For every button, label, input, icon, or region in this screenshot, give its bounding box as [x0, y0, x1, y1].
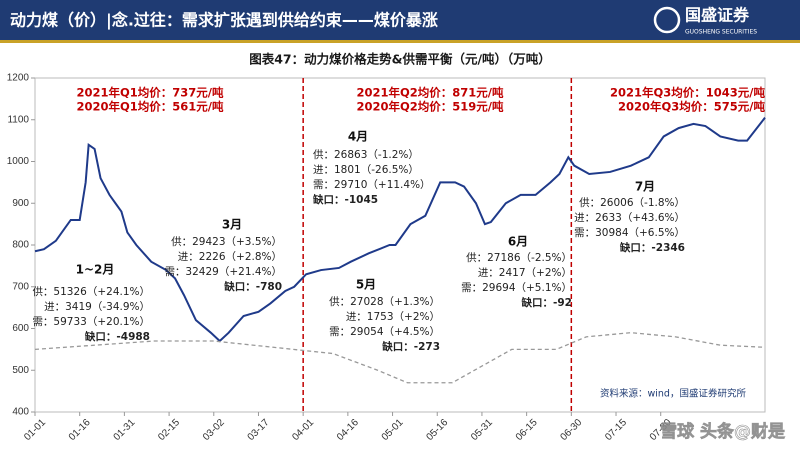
y-tick-label: 700	[12, 281, 29, 292]
month-line: 进：2633（+43.6%）	[574, 212, 685, 224]
month-line: 进：2226（+2.8%）	[178, 251, 282, 263]
month-title: 4月	[348, 130, 368, 144]
line-2020	[34, 332, 766, 384]
month-line: 进：1801（-26.5%）	[313, 164, 419, 176]
header-bar	[0, 0, 800, 40]
line-2021	[34, 117, 766, 343]
month-line: 进：3419（-34.9%）	[44, 301, 150, 313]
month-title: 6月	[508, 235, 528, 249]
month-line: 供：26863（-1.2%）	[313, 148, 419, 161]
month-title: 1~2月	[76, 263, 115, 277]
x-tick-label: 05-01	[380, 417, 406, 443]
x-tick-label: 02-15	[156, 417, 182, 443]
x-tick-label: 05-16	[424, 417, 450, 443]
gap-note: 缺口：-273	[381, 340, 440, 353]
month-line: 需：59733（+20.1%）	[32, 316, 150, 328]
x-tick-label: 06-15	[514, 417, 540, 443]
gap-note: 缺口：-4988	[84, 330, 150, 343]
month-line: 进：1753（+2%）	[346, 311, 440, 323]
month-line: 供：51326（+24.1%）	[32, 285, 150, 298]
month-line: 需：32429（+21.4%）	[164, 266, 282, 278]
y-tick-label: 600	[12, 323, 29, 334]
x-tick-label: 03-17	[246, 417, 272, 443]
month-line: 供：26006（-1.8%）	[579, 196, 685, 209]
quarter-note: 2020年Q3均价：575元/吨	[618, 100, 765, 114]
month-line: 需：29054（+4.5%）	[329, 326, 440, 338]
watermark: 雪球 头条@财是	[660, 421, 785, 442]
quarter-note: 2020年Q2均价：519元/吨	[357, 100, 504, 114]
y-tick-label: 1200	[7, 73, 30, 84]
x-tick-label: 06-30	[558, 417, 584, 443]
y-tick-label: 800	[12, 240, 29, 251]
x-tick-label: 01-01	[22, 417, 48, 443]
month-title: 7月	[635, 180, 655, 194]
month-line: 供：29423（+3.5%）	[171, 235, 282, 248]
logo-sub: GUOSHENG SECURITIES	[685, 29, 757, 36]
y-tick-label: 500	[12, 365, 29, 376]
month-line: 需：29710（+11.4%）	[313, 179, 431, 191]
quarter-note: 2020年Q1均价：561元/吨	[77, 100, 224, 114]
y-tick-label: 900	[12, 198, 29, 209]
x-tick-label: 05-31	[469, 417, 495, 443]
logo-icon	[653, 6, 681, 34]
x-tick-label: 01-16	[67, 417, 93, 443]
month-line: 供：27028（+1.3%）	[329, 295, 440, 308]
x-tick-label: 01-31	[112, 417, 138, 443]
plot: 400 500 600 700 800 900 1000 1100 1200 01-01 01-16…	[7, 73, 786, 443]
month-line: 供：27186（-2.5%）	[466, 251, 572, 264]
y-tick-label: 400	[12, 407, 29, 418]
gap-note: 缺口：-780	[223, 280, 282, 293]
quarter-note: 2021年Q1均价：737元/吨	[77, 86, 224, 100]
chart-title: 图表47：动力煤价格走势&供需平衡（元/吨）（万吨）	[249, 52, 551, 67]
month-line: 需：29694（+5.1%）	[461, 282, 572, 294]
y-tick-label: 1100	[7, 114, 29, 125]
header-title: 动力煤（价）|念.过往：需求扩张遇到供给约束——煤价暴涨	[10, 11, 438, 31]
x-tick-label: 04-01	[290, 417, 316, 443]
source: 资料来源：wind，国盛证券研究所	[600, 388, 746, 400]
header-rule	[0, 40, 800, 43]
month-title: 3月	[222, 218, 242, 232]
gap-note: 缺口：-1045	[312, 193, 378, 206]
month-line: 进：2417（+2%）	[478, 267, 572, 279]
quarter-note: 2021年Q3均价：1043元/吨	[610, 86, 765, 100]
logo-text: 国盛证券	[685, 6, 750, 25]
gap-note: 缺口：-92	[521, 296, 572, 309]
x-tick-label: 03-02	[201, 417, 227, 443]
gap-note: 缺口：-2346	[619, 241, 685, 254]
x-tick-label: 04-16	[335, 417, 361, 443]
month-line: 需：30984（+6.5%）	[574, 227, 685, 239]
month-title: 5月	[356, 278, 376, 292]
y-tick-label: 1000	[7, 156, 30, 167]
x-tick-label: 07-15	[603, 417, 629, 443]
quarter-note: 2021年Q2均价：871元/吨	[357, 86, 504, 100]
